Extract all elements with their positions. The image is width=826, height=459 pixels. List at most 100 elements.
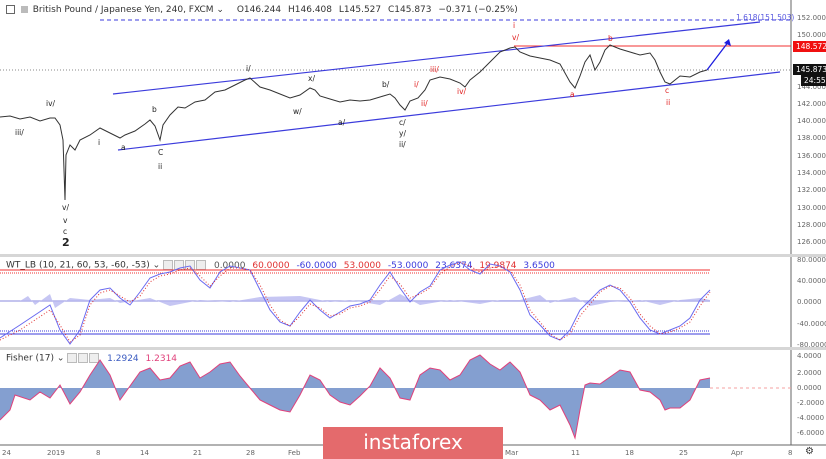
symbol-title[interactable]: British Pound / Japanese Yen, 240, FXCM bbox=[32, 5, 214, 15]
wt-value: -53.0000 bbox=[387, 260, 429, 271]
price-tick: 130.000 bbox=[797, 204, 826, 212]
wt-value: 53.0000 bbox=[343, 260, 381, 271]
wt-tick: 0.0000 bbox=[797, 298, 822, 306]
wave-label: ii bbox=[666, 98, 671, 107]
fisher-trigger-value: 1.2314 bbox=[145, 353, 178, 364]
price-tick: 152.000 bbox=[797, 14, 826, 22]
time-tick: 2019 bbox=[47, 449, 65, 457]
price-tick: 134.000 bbox=[797, 169, 826, 177]
price-tick: 128.000 bbox=[797, 221, 826, 229]
wt-value: -60.0000 bbox=[296, 260, 337, 271]
fisher-tick: -6.0000 bbox=[797, 429, 825, 437]
countdown-tag: 24:55 bbox=[801, 75, 826, 86]
low-value: L145.527 bbox=[338, 5, 382, 15]
wave-label: v bbox=[63, 216, 68, 225]
price-tick: 144.000 bbox=[797, 83, 826, 91]
fisher-legend: Fisher (17) ⌄ 1.2924 1.2314 bbox=[6, 353, 177, 364]
watermark-logo: instaforex bbox=[323, 427, 503, 459]
time-tick: 8 bbox=[96, 449, 101, 457]
fisher-indicator-name[interactable]: Fisher (17) bbox=[6, 353, 54, 364]
settings-icon[interactable] bbox=[78, 353, 89, 363]
wave-label: ii bbox=[158, 162, 163, 171]
wave-label: iv/ bbox=[457, 87, 467, 96]
time-tick: 11 bbox=[571, 449, 580, 457]
time-tick: 28 bbox=[246, 449, 255, 457]
wave-label: c/ bbox=[399, 118, 406, 127]
wave-label: b bbox=[608, 34, 613, 43]
fisher-value: 1.2924 bbox=[107, 353, 139, 364]
wave-label: b/ bbox=[382, 80, 390, 89]
wave-label: i bbox=[513, 21, 516, 30]
price-tick: 138.000 bbox=[797, 134, 826, 142]
wave-label: iii/ bbox=[430, 65, 439, 74]
wt-value: 3.6500 bbox=[523, 260, 555, 271]
change-value: −0.371 (−0.25%) bbox=[438, 5, 518, 15]
price-tick: 136.000 bbox=[797, 152, 826, 160]
wave-label: c bbox=[665, 86, 670, 95]
time-tick: 25 bbox=[679, 449, 688, 457]
wt-value: 19.9874 bbox=[479, 260, 517, 271]
time-tick: Apr bbox=[731, 449, 744, 457]
time-tick: 8 bbox=[788, 449, 793, 457]
wave-label: a bbox=[121, 143, 126, 152]
fisher-tick: 2.0000 bbox=[797, 369, 822, 377]
wave-label: ii/ bbox=[399, 140, 406, 149]
settings-gear-icon[interactable]: ⚙ bbox=[805, 446, 814, 457]
wave-label: i/ bbox=[246, 64, 251, 73]
fisher-tick: -2.0000 bbox=[797, 399, 825, 407]
source-icon[interactable] bbox=[185, 260, 196, 270]
eye-icon[interactable] bbox=[163, 260, 174, 270]
fib-level-label: 1.618(151.503) bbox=[736, 13, 795, 22]
time-tick: 14 bbox=[140, 449, 149, 457]
close-icon[interactable] bbox=[89, 353, 100, 363]
last-price-tag: 145.873 bbox=[793, 64, 826, 75]
open-value: O146.244 bbox=[236, 5, 282, 15]
chevron-down-icon[interactable]: ⌄ bbox=[216, 5, 224, 15]
fisher-tick: -4.0000 bbox=[797, 414, 825, 422]
time-tick: 18 bbox=[625, 449, 634, 457]
chevron-down-icon[interactable]: ⌄ bbox=[56, 353, 65, 364]
close-value: C145.873 bbox=[388, 5, 432, 15]
wave-label: ii/ bbox=[421, 99, 428, 108]
fisher-tick: 4.0000 bbox=[797, 352, 822, 360]
price-tick: 132.000 bbox=[797, 186, 826, 194]
wt-indicator-name[interactable]: WT_LB (10, 21, 60, 53, -60, -53) bbox=[6, 260, 150, 271]
price-tick: 126.000 bbox=[797, 238, 826, 246]
price-tick: 142.000 bbox=[797, 100, 826, 108]
wt-value: 0.0000 bbox=[213, 260, 246, 271]
close-icon[interactable] bbox=[196, 260, 207, 270]
wave-label: C bbox=[158, 148, 164, 157]
wt-tick: -40.0000 bbox=[797, 320, 826, 328]
collapse-icon[interactable] bbox=[6, 5, 15, 14]
time-tick: 24 bbox=[2, 449, 11, 457]
pane-divider[interactable] bbox=[0, 347, 826, 350]
settings-icon[interactable] bbox=[174, 260, 185, 270]
fisher-tick: 0.0000 bbox=[797, 384, 822, 392]
eye-icon[interactable] bbox=[67, 353, 78, 363]
high-value: H146.408 bbox=[288, 5, 333, 15]
price-tick: 150.000 bbox=[797, 31, 826, 39]
wave-label: b bbox=[152, 105, 157, 114]
wave-label: x/ bbox=[308, 74, 315, 83]
resistance-price-tag: 148.572 bbox=[793, 41, 826, 52]
chevron-down-icon[interactable]: ⌄ bbox=[152, 260, 161, 271]
wt-tick: 40.0000 bbox=[797, 277, 826, 285]
time-tick: 21 bbox=[193, 449, 202, 457]
wave-label: v/ bbox=[512, 33, 519, 42]
wt-tick: -80.0000 bbox=[797, 341, 826, 349]
wave-label: 2 bbox=[62, 236, 70, 249]
wt-tick: 80.0000 bbox=[797, 256, 826, 264]
wave-label: iii/ bbox=[15, 128, 24, 137]
wave-label: a/ bbox=[338, 118, 346, 127]
pane-divider[interactable] bbox=[0, 254, 826, 257]
symbol-icon bbox=[20, 6, 28, 13]
wave-label: c bbox=[63, 227, 68, 236]
wave-label: i bbox=[98, 138, 101, 147]
wave-label: w/ bbox=[293, 107, 302, 116]
wave-label: i/ bbox=[414, 80, 419, 89]
price-tick: 140.000 bbox=[797, 117, 826, 125]
wt-value: 23.6374 bbox=[435, 260, 473, 271]
wt-value: 60.0000 bbox=[252, 260, 290, 271]
wave-label: y/ bbox=[399, 129, 406, 138]
